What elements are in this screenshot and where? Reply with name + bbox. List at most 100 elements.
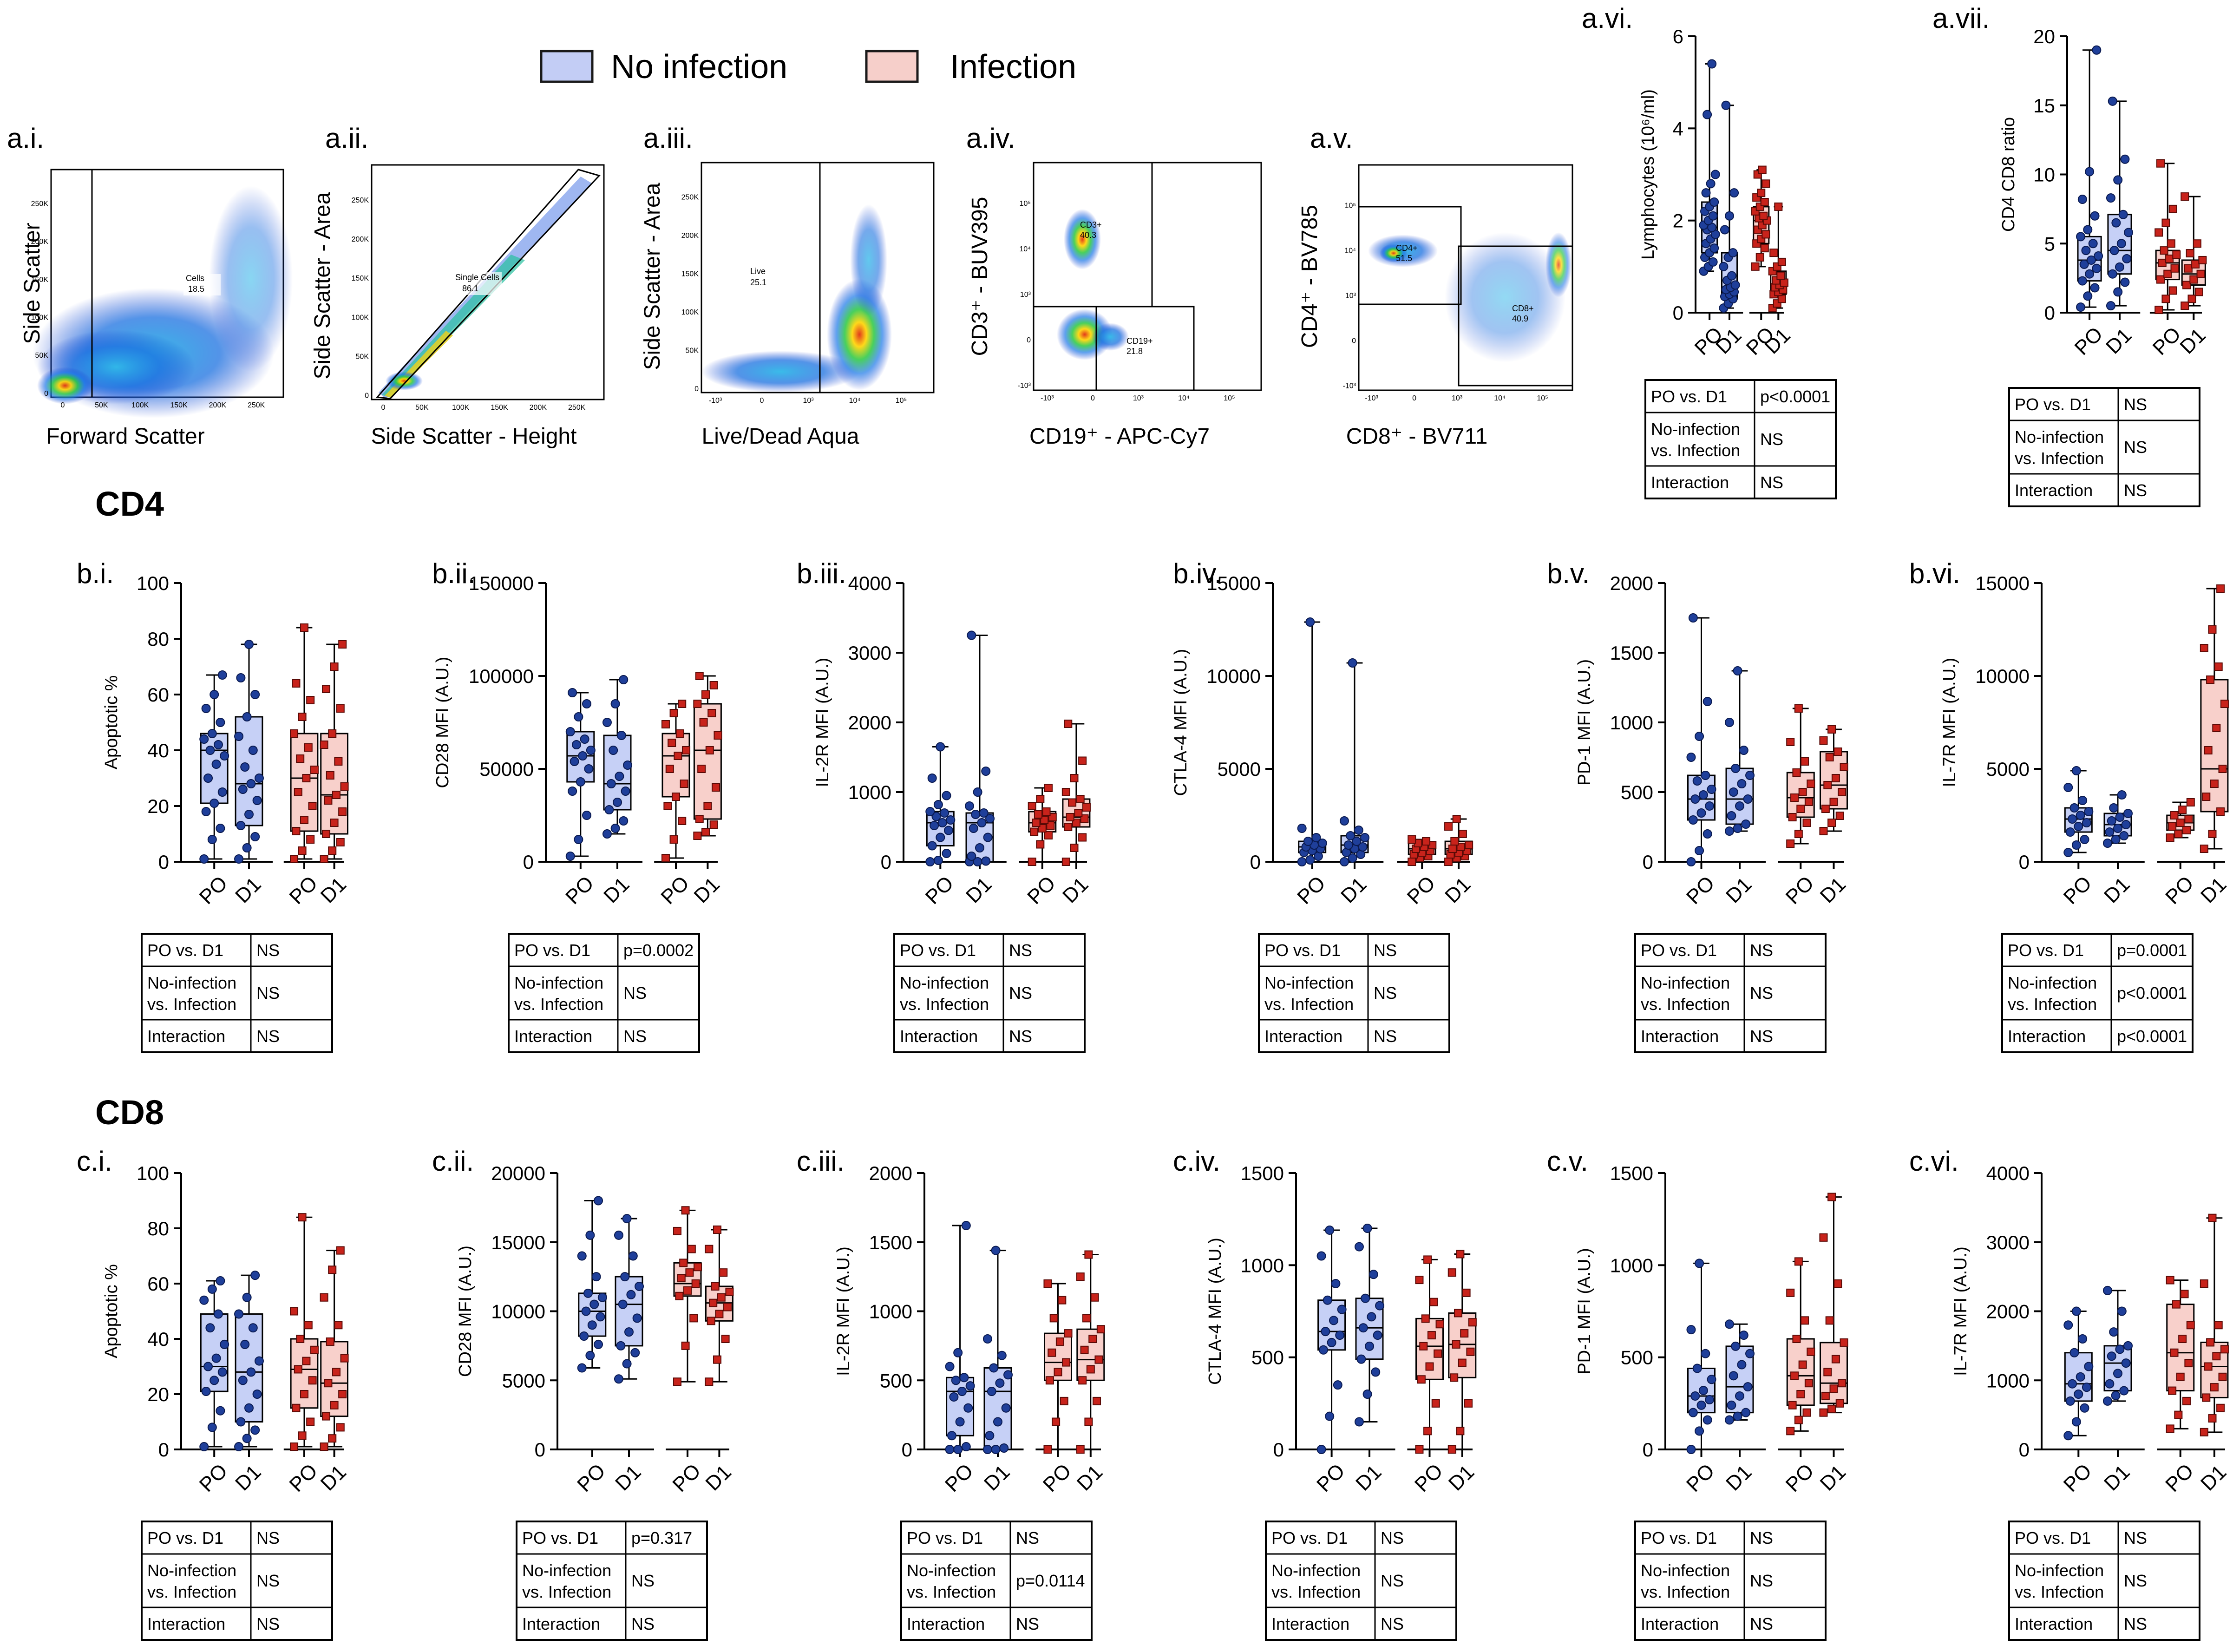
data-point [1796, 805, 1805, 813]
data-point [1369, 1270, 1378, 1279]
x-tick-label: PO [1682, 1459, 1719, 1496]
data-point [1415, 1276, 1424, 1285]
y-tick-label: 40 [147, 740, 169, 761]
data-point [1703, 110, 1712, 119]
data-point [1297, 857, 1307, 866]
data-point [1331, 1279, 1341, 1288]
data-point [946, 815, 956, 825]
data-point [1447, 1445, 1456, 1454]
data-point [1807, 1347, 1815, 1356]
data-point [1759, 211, 1768, 220]
data-point [201, 1387, 211, 1396]
data-point [1798, 788, 1807, 796]
data-point [2166, 1424, 2174, 1433]
table-stat-value: p<0.0001 [2117, 1027, 2187, 1046]
plot-frame [1033, 162, 1262, 391]
y-tick-label: 1500 [1610, 1162, 1653, 1184]
data-point [717, 1293, 726, 1302]
box-blue-po: PO [1682, 613, 1719, 909]
stats-table: PO vs. D1 No-infection vs. Infection Intera… [2008, 1521, 2200, 1641]
data-point [620, 1272, 630, 1282]
data-point [1040, 816, 1049, 824]
data-point [577, 1251, 587, 1261]
gate-value: 40.3 [1080, 230, 1096, 240]
table-row-label: vs. Infection [147, 1582, 236, 1601]
data-point [1061, 788, 1070, 796]
data-point [615, 772, 624, 781]
flow-panel-a-iii: a.iii. Live 25.1 Side Scatter - Area Liv… [640, 123, 935, 449]
data-point [678, 700, 687, 708]
data-point [997, 1350, 1007, 1360]
stats-table: PO vs. D1 No-infection vs. Infection Intera… [141, 1521, 333, 1641]
data-point [713, 1355, 721, 1364]
data-point [1048, 813, 1057, 821]
data-point [579, 1331, 589, 1341]
data-point [2200, 1428, 2208, 1436]
data-point [610, 824, 620, 833]
data-point [1078, 1376, 1087, 1385]
data-point [1327, 1337, 1336, 1347]
box-blue-d1: D1 [2100, 790, 2134, 907]
table-row-label: Interaction [147, 1027, 225, 1046]
x-tick-label: 10³ [1452, 394, 1463, 402]
data-point [2165, 254, 2174, 263]
data-point [568, 688, 577, 697]
data-point [2170, 1348, 2179, 1357]
box-red-d1: D1 [1073, 1250, 1107, 1495]
data-point [955, 1417, 965, 1427]
data-point [2113, 287, 2123, 297]
data-point [2063, 1320, 2073, 1330]
y-tick-label: 0 [44, 390, 48, 398]
table-frame [516, 1521, 708, 1641]
data-point [1721, 100, 1731, 110]
data-point [2216, 584, 2225, 593]
data-point [2109, 246, 2119, 256]
data-point [959, 1373, 969, 1383]
data-point [1066, 813, 1074, 821]
box-blue-d1: D1 [231, 640, 265, 907]
box-blue-d1: D1 [231, 1271, 265, 1495]
data-point [2189, 275, 2198, 284]
y-tick-label: 50K [356, 353, 369, 361]
data-point [2218, 765, 2227, 773]
box-red-po: PO [1403, 835, 1440, 909]
data-point [2085, 269, 2095, 279]
data-point [201, 704, 211, 713]
x-tick-label: PO [1403, 872, 1440, 909]
table-frame [2008, 1521, 2200, 1641]
x-tick-label: PO [656, 872, 694, 909]
data-point [1729, 1371, 1738, 1381]
x-tick-label: 100K [131, 401, 149, 409]
y-tick-label: 10⁵ [1020, 200, 1031, 208]
data-point [1417, 1375, 1426, 1384]
table-row-label: Interaction [900, 1027, 978, 1046]
y-tick-label: 0 [158, 851, 169, 873]
data-point [1819, 736, 1828, 745]
data-point [201, 807, 211, 816]
data-point [2187, 295, 2196, 303]
table-frame [141, 933, 333, 1053]
x-tick-label: -10³ [709, 397, 722, 405]
data-point [2071, 766, 2081, 775]
data-point [1055, 1337, 1064, 1346]
data-point [1094, 1355, 1103, 1364]
y-tick-label: 2000 [1610, 572, 1653, 594]
data-point [596, 1312, 605, 1322]
data-point [2216, 1403, 2225, 1412]
data-point [2115, 1344, 2125, 1354]
x-tick-label: PO [561, 872, 598, 909]
data-point [1337, 1305, 1347, 1314]
box-panel-b-ii: b.ii. 0 50000 100000 150000 CD28 MFI (A.U.) PO… [432, 558, 724, 1053]
data-point [1090, 1293, 1099, 1302]
data-point [1348, 658, 1357, 668]
stats-table: PO vs. D1 No-infection vs. Infection Intera… [508, 933, 700, 1053]
x-tick-label: PO [573, 1459, 610, 1496]
table-row-label: PO vs. D1 [1641, 941, 1717, 960]
data-point [565, 727, 575, 736]
x-tick-label: 10⁵ [896, 397, 907, 405]
y-tick-label: 0 [523, 851, 534, 873]
data-point [238, 785, 248, 794]
y-tick-label: 0 [158, 1439, 169, 1461]
data-point [1325, 1225, 1335, 1235]
